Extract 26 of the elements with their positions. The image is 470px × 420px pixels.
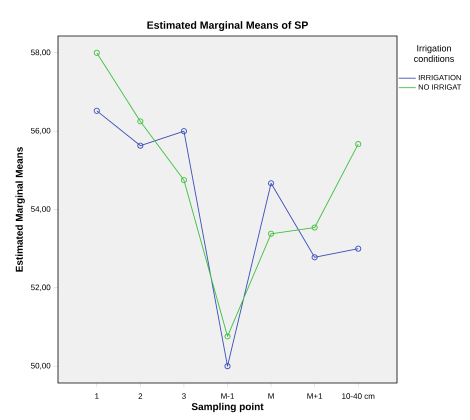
point [268, 180, 274, 186]
y-tick-label: 54,00 [30, 206, 50, 213]
point [137, 142, 144, 149]
x-axis-title: Sampling point [192, 402, 264, 412]
x-tick-label: 3 [182, 393, 186, 399]
chart-title: Estimated Marginal Means of SP [147, 21, 308, 31]
x-tick-label: 1 [95, 393, 99, 399]
point [137, 118, 144, 124]
x-tick-label: 10-40 cm [342, 393, 374, 399]
x-tick-label: M [268, 393, 274, 399]
y-tick-label: 52,00 [30, 284, 50, 292]
x-tick-label: M-1 [221, 393, 234, 399]
point [180, 177, 187, 184]
x-tick-label: 2 [138, 393, 142, 399]
y-tick-label: 56,00 [30, 128, 50, 134]
legend-title: Irrigation conditions [414, 44, 454, 62]
y-tick-label: 58,00 [30, 50, 50, 56]
point [312, 224, 318, 231]
point [224, 333, 231, 340]
y-axis-title: Estimated Marginal Means [15, 147, 25, 272]
point [268, 230, 274, 237]
y-tick-label: 50,00 [30, 362, 50, 370]
point [224, 363, 231, 370]
x-tick-label: M+1 [307, 393, 322, 399]
point [312, 254, 318, 260]
point [180, 128, 187, 134]
